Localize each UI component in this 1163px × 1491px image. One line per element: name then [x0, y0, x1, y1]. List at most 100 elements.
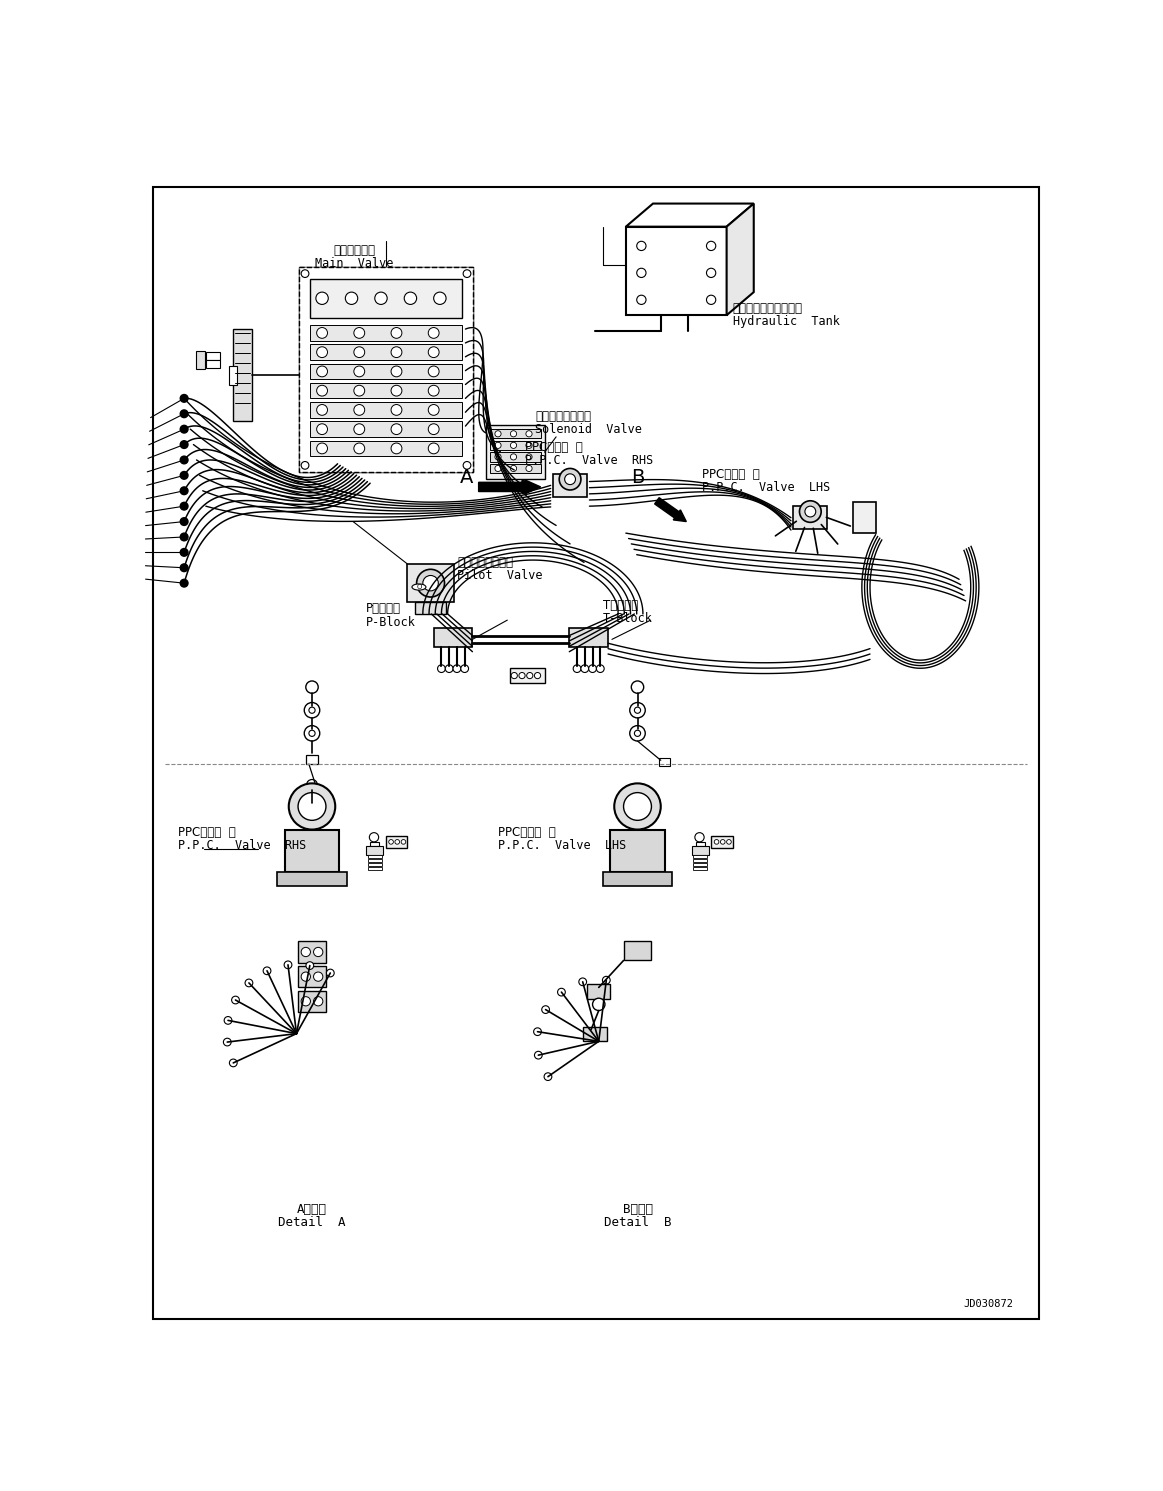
- Text: B: B: [630, 468, 644, 488]
- Circle shape: [180, 395, 188, 403]
- Circle shape: [354, 404, 365, 416]
- Bar: [195, 350, 205, 370]
- Circle shape: [799, 501, 821, 522]
- Bar: [584, 1027, 606, 1041]
- Bar: [298, 966, 326, 987]
- Circle shape: [305, 726, 320, 741]
- Text: Pブロック: Pブロック: [366, 602, 401, 616]
- Bar: [587, 984, 611, 999]
- Bar: [693, 866, 707, 869]
- Circle shape: [354, 423, 365, 434]
- Circle shape: [388, 839, 393, 844]
- Bar: [623, 941, 651, 960]
- Circle shape: [180, 488, 188, 495]
- Circle shape: [391, 385, 402, 397]
- Circle shape: [391, 347, 402, 358]
- Text: パイロットバルブ: パイロットバルブ: [457, 556, 513, 570]
- Bar: [285, 829, 340, 872]
- Text: PPCバルブ  左: PPCバルブ 左: [498, 826, 556, 839]
- Bar: [366, 845, 384, 854]
- Bar: [298, 990, 326, 1012]
- Bar: [311, 383, 462, 398]
- Circle shape: [461, 665, 469, 672]
- Circle shape: [180, 410, 188, 417]
- Ellipse shape: [412, 584, 426, 590]
- Bar: [852, 502, 876, 534]
- Bar: [306, 754, 319, 763]
- Bar: [368, 854, 381, 857]
- Circle shape: [301, 996, 311, 1006]
- Circle shape: [306, 681, 319, 693]
- Circle shape: [316, 404, 328, 416]
- Circle shape: [354, 385, 365, 397]
- Bar: [602, 872, 672, 886]
- Text: T-Block: T-Block: [602, 611, 652, 625]
- Circle shape: [602, 977, 611, 984]
- Circle shape: [588, 665, 597, 672]
- Circle shape: [454, 665, 461, 672]
- Text: O: O: [416, 584, 422, 590]
- Circle shape: [391, 404, 402, 416]
- Circle shape: [316, 443, 328, 453]
- Circle shape: [535, 672, 541, 678]
- Circle shape: [180, 580, 188, 587]
- Circle shape: [301, 462, 309, 470]
- Text: ハイドロリックタンク: ハイドロリックタンク: [733, 303, 802, 315]
- Circle shape: [405, 292, 416, 304]
- Circle shape: [370, 832, 379, 842]
- Circle shape: [306, 962, 314, 969]
- Bar: [434, 628, 472, 647]
- Circle shape: [354, 443, 365, 453]
- Bar: [311, 422, 462, 437]
- Circle shape: [306, 799, 319, 811]
- Bar: [509, 668, 544, 683]
- Circle shape: [423, 576, 438, 590]
- Bar: [570, 628, 608, 647]
- Bar: [233, 330, 252, 422]
- Circle shape: [224, 1017, 231, 1024]
- Circle shape: [632, 681, 643, 693]
- Bar: [311, 325, 462, 340]
- Circle shape: [284, 962, 292, 969]
- Bar: [370, 842, 379, 845]
- Text: P.P.C.  Valve  RHS: P.P.C. Valve RHS: [526, 453, 654, 467]
- Circle shape: [298, 793, 326, 820]
- Circle shape: [634, 731, 641, 737]
- Circle shape: [714, 839, 719, 844]
- Bar: [386, 836, 407, 848]
- Circle shape: [534, 1027, 542, 1036]
- Circle shape: [314, 947, 323, 957]
- Text: ソレノイドバルブ: ソレノイドバルブ: [535, 410, 591, 423]
- Bar: [311, 344, 462, 359]
- Circle shape: [706, 268, 715, 277]
- Circle shape: [445, 665, 454, 672]
- Text: JD030872: JD030872: [963, 1299, 1013, 1309]
- Circle shape: [495, 465, 501, 471]
- Circle shape: [180, 425, 188, 432]
- Circle shape: [526, 465, 533, 471]
- Bar: [554, 474, 587, 497]
- Circle shape: [544, 1074, 551, 1081]
- Bar: [298, 941, 326, 963]
- Text: PPCバルブ  左: PPCバルブ 左: [701, 468, 759, 480]
- Circle shape: [437, 665, 445, 672]
- Circle shape: [180, 441, 188, 449]
- Bar: [277, 872, 347, 886]
- Circle shape: [495, 453, 501, 459]
- Circle shape: [434, 292, 447, 304]
- Circle shape: [391, 423, 402, 434]
- Circle shape: [180, 549, 188, 556]
- Circle shape: [511, 465, 516, 471]
- Text: P-Block: P-Block: [366, 616, 416, 629]
- Circle shape: [582, 665, 588, 672]
- Circle shape: [623, 793, 651, 820]
- Bar: [491, 464, 541, 473]
- Circle shape: [316, 423, 328, 434]
- Bar: [206, 352, 220, 359]
- Circle shape: [614, 783, 661, 829]
- Text: A　詳細: A 詳細: [297, 1203, 327, 1217]
- Circle shape: [463, 270, 471, 277]
- Bar: [368, 866, 381, 869]
- Bar: [311, 279, 462, 318]
- Circle shape: [391, 365, 402, 377]
